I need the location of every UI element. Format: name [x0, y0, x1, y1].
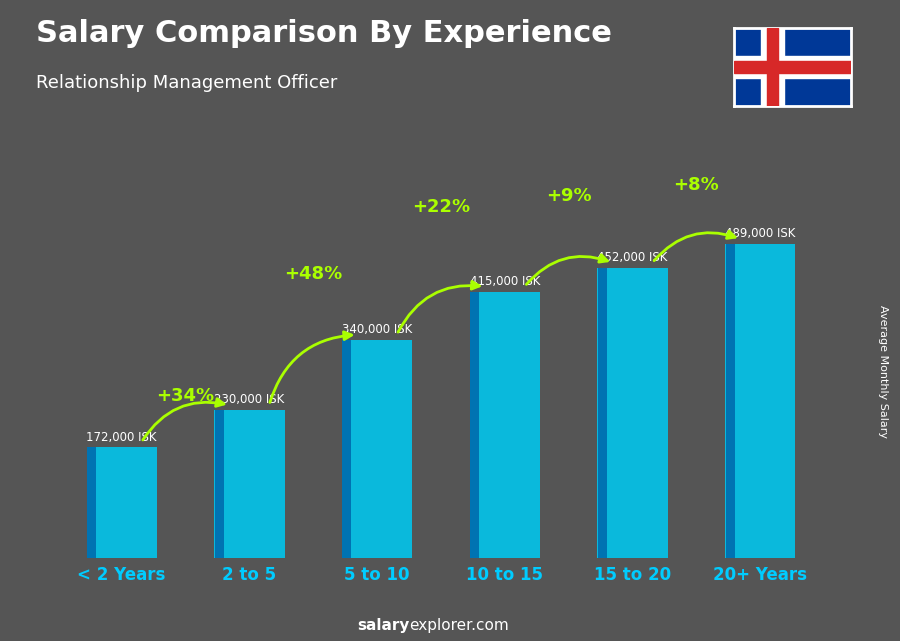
Text: Relationship Management Officer: Relationship Management Officer [36, 74, 338, 92]
Text: +8%: +8% [673, 176, 719, 194]
Bar [598, 268, 668, 558]
Text: 340,000 ISK: 340,000 ISK [342, 323, 412, 336]
Bar [214, 410, 224, 558]
Bar [214, 410, 284, 558]
Text: 452,000 ISK: 452,000 ISK [598, 251, 668, 264]
Bar [767, 28, 778, 106]
Bar [598, 268, 607, 558]
Bar [86, 447, 157, 558]
Bar [342, 340, 352, 558]
Text: +48%: +48% [284, 265, 342, 283]
Text: Salary Comparison By Experience: Salary Comparison By Experience [36, 19, 612, 48]
Text: salary: salary [357, 619, 410, 633]
Bar [734, 62, 850, 73]
Text: +22%: +22% [412, 198, 470, 216]
Bar [725, 244, 734, 558]
Text: +34%: +34% [157, 387, 214, 405]
Bar [470, 292, 479, 558]
Bar [87, 447, 96, 558]
Text: 415,000 ISK: 415,000 ISK [470, 275, 540, 288]
Text: 172,000 ISK: 172,000 ISK [86, 431, 157, 444]
Text: +9%: +9% [546, 187, 591, 205]
Text: 230,000 ISK: 230,000 ISK [214, 394, 284, 406]
Bar [725, 244, 796, 558]
Bar [342, 340, 412, 558]
Bar [470, 292, 540, 558]
Bar [734, 56, 850, 78]
Text: 489,000 ISK: 489,000 ISK [725, 228, 796, 240]
Bar [761, 28, 784, 106]
Text: explorer.com: explorer.com [410, 619, 509, 633]
Text: Average Monthly Salary: Average Monthly Salary [878, 305, 887, 438]
